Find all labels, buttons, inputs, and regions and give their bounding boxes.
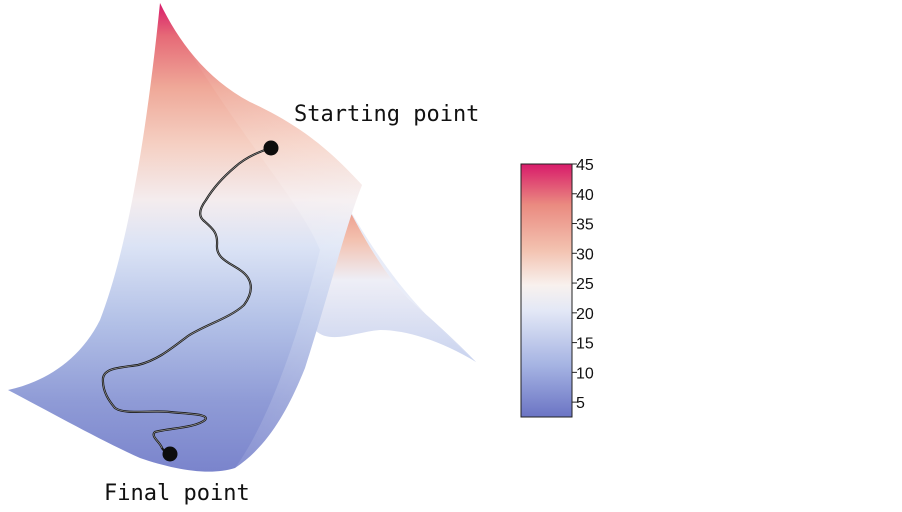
optimization-path-highlight xyxy=(102,147,272,449)
colorbar-tick-label: 30 xyxy=(576,246,594,263)
colorbar-tick-label: 25 xyxy=(576,276,594,293)
colorbar-tick-label: 15 xyxy=(576,336,594,353)
surface-main xyxy=(8,3,362,472)
starting-point-marker xyxy=(263,140,279,156)
final-point-marker xyxy=(162,446,178,462)
colorbar-tick-label: 10 xyxy=(576,365,594,382)
colorbar-tick-label: 20 xyxy=(576,306,594,323)
colorbar: 5 10 15 20 25 30 35 40 45 xyxy=(520,157,594,418)
colorbar-gradient xyxy=(520,163,573,418)
colorbar-ticks: 5 10 15 20 25 30 35 40 45 xyxy=(572,157,594,412)
final-point-label: Final point xyxy=(104,481,250,506)
colorbar-tick-label: 35 xyxy=(576,217,594,234)
colorbar-tick-label: 45 xyxy=(576,157,594,174)
starting-point-label: Starting point xyxy=(294,102,479,127)
colorbar-tick-label: 5 xyxy=(576,395,585,412)
surface-back-ridge xyxy=(315,198,476,362)
colorbar-tick-label: 40 xyxy=(576,187,594,204)
surface-highlight xyxy=(160,3,362,468)
